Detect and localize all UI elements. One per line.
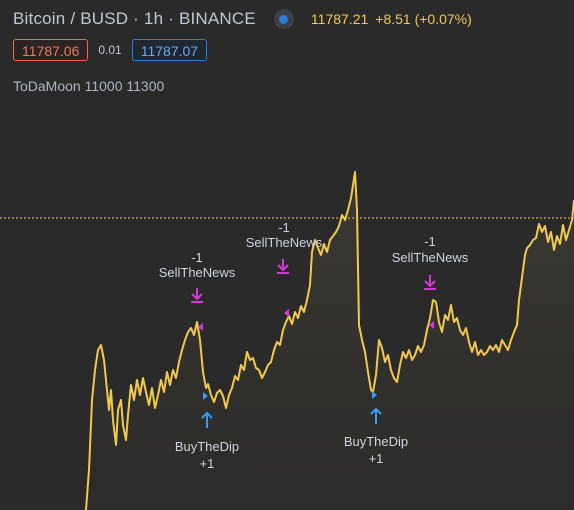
signal-label: SellTheNews — [392, 250, 469, 265]
symbol-title[interactable]: Bitcoin / BUSD · 1h · BINANCE — [13, 9, 256, 28]
arrow-up-icon — [370, 407, 382, 424]
quote: 11787.21 +8.51 (+0.07%) — [311, 11, 479, 27]
order-buttons: 11787.06 0.01 11787.07 — [13, 39, 208, 61]
sell-point-icon — [284, 309, 289, 317]
arrow-down-icon — [424, 275, 436, 290]
buy-signal-marker[interactable]: BuyTheDip +1 — [344, 391, 408, 466]
signal-label: BuyTheDip — [175, 439, 239, 454]
sell-point-icon — [429, 321, 434, 329]
signal-qty: -1 — [278, 220, 290, 235]
indicator-legend[interactable]: ToDaMoon 11000 11300 — [13, 78, 165, 94]
status-dot — [279, 14, 289, 24]
signal-label: SellTheNews — [159, 265, 236, 280]
buy-signal-marker[interactable]: BuyTheDip +1 — [175, 392, 239, 471]
arrow-down-icon — [191, 288, 203, 303]
last-price: 11787.21 — [310, 11, 369, 27]
spread-value: 0.01 — [98, 43, 122, 57]
buy-point-icon — [372, 391, 377, 399]
price-line-series — [85, 171, 574, 510]
buy-price-button[interactable]: 11787.07 — [131, 39, 208, 61]
arrow-up-icon — [201, 411, 213, 428]
market-status-icon[interactable] — [273, 9, 294, 29]
symbol-row: Bitcoin / BUSD · 1h · BINANCE 11787.21 +8… — [13, 9, 479, 29]
sell-point-icon — [198, 323, 203, 331]
signal-label: SellTheNews — [246, 235, 323, 250]
price-change: +8.51 (+0.07%) — [375, 11, 472, 27]
signal-qty: -1 — [424, 234, 436, 249]
signal-qty: +1 — [369, 451, 384, 466]
signal-qty: +1 — [200, 456, 215, 471]
sell-price-button[interactable]: 11787.06 — [13, 39, 89, 61]
buy-point-icon — [203, 392, 208, 400]
signal-label: BuyTheDip — [344, 434, 408, 449]
arrow-down-icon — [277, 259, 289, 274]
chart-header: Bitcoin / BUSD · 1h · BINANCE 11787.21 +8… — [0, 0, 574, 110]
signal-qty: -1 — [191, 250, 203, 265]
